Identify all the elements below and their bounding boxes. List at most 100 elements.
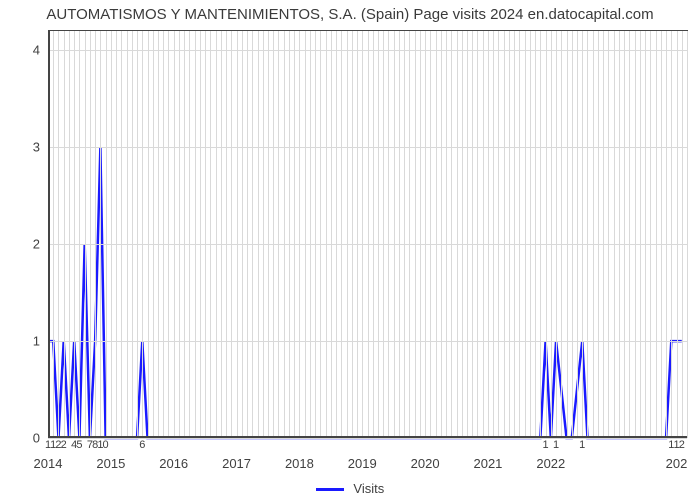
gridline-minor-v — [572, 31, 573, 438]
gridline-minor-v — [409, 31, 410, 438]
gridline-minor-v — [184, 31, 185, 438]
gridline-minor-v — [640, 31, 641, 438]
ytick-label: 2 — [33, 237, 48, 252]
gridline-minor-v — [221, 31, 222, 438]
gridline-minor-v — [593, 31, 594, 438]
data-label: 0 — [103, 438, 109, 451]
gridline-minor-v — [352, 31, 353, 438]
gridline-minor-v — [399, 31, 400, 438]
gridline-minor-v — [493, 31, 494, 438]
gridline-minor-v — [315, 31, 316, 438]
gridline-minor-v — [153, 31, 154, 438]
gridline-minor-v — [603, 31, 604, 438]
gridline-minor-v — [163, 31, 164, 438]
gridline-minor-v — [168, 31, 169, 438]
gridline-v — [551, 31, 552, 438]
gridline-minor-v — [404, 31, 405, 438]
gridline-v — [677, 31, 678, 438]
gridline-minor-v — [525, 31, 526, 438]
gridline-minor-v — [436, 31, 437, 438]
gridline-minor-v — [451, 31, 452, 438]
gridline-minor-v — [656, 31, 657, 438]
gridline-minor-v — [378, 31, 379, 438]
gridline-minor-v — [619, 31, 620, 438]
gridline-minor-v — [441, 31, 442, 438]
gridline-minor-v — [504, 31, 505, 438]
gridline-minor-v — [273, 31, 274, 438]
gridline-minor-v — [645, 31, 646, 438]
gridline-minor-v — [320, 31, 321, 438]
gridline-minor-v — [430, 31, 431, 438]
gridline-minor-v — [278, 31, 279, 438]
gridline-minor-v — [100, 31, 101, 438]
gridline-minor-v — [587, 31, 588, 438]
gridline-minor-v — [121, 31, 122, 438]
gridline-minor-v — [58, 31, 59, 438]
gridline-minor-v — [368, 31, 369, 438]
plot-area: 0123420142015201620172018201920202021202… — [48, 30, 688, 438]
gridline-minor-v — [106, 31, 107, 438]
gridline-minor-v — [556, 31, 557, 438]
gridline-minor-v — [90, 31, 91, 438]
gridline-minor-v — [457, 31, 458, 438]
gridline-minor-v — [509, 31, 510, 438]
gridline-minor-v — [624, 31, 625, 438]
gridline-minor-v — [310, 31, 311, 438]
gridline-minor-v — [483, 31, 484, 438]
gridline-v — [614, 31, 615, 438]
gridline-minor-v — [289, 31, 290, 438]
gridline-minor-v — [242, 31, 243, 438]
gridline-minor-v — [472, 31, 473, 438]
gridline-minor-v — [341, 31, 342, 438]
gridline-minor-v — [95, 31, 96, 438]
gridline-v — [362, 31, 363, 438]
data-label: 6 — [139, 438, 145, 451]
gridline-minor-v — [446, 31, 447, 438]
gridline-minor-v — [258, 31, 259, 438]
gridline-minor-v — [53, 31, 54, 438]
gridline-minor-v — [79, 31, 80, 438]
gridline-minor-v — [383, 31, 384, 438]
gridline-minor-v — [331, 31, 332, 438]
gridline-minor-v — [347, 31, 348, 438]
legend: Visits — [0, 481, 700, 496]
gridline-minor-v — [326, 31, 327, 438]
gridline-minor-v — [205, 31, 206, 438]
xtick-label: 2018 — [285, 438, 314, 471]
data-label: 2 — [679, 438, 685, 451]
gridline-v — [425, 31, 426, 438]
xtick-label: 2022 — [536, 438, 565, 471]
gridline-minor-v — [598, 31, 599, 438]
gridline-minor-v — [189, 31, 190, 438]
gridline-minor-v — [132, 31, 133, 438]
gridline-minor-v — [415, 31, 416, 438]
gridline-minor-v — [420, 31, 421, 438]
gridline-minor-v — [514, 31, 515, 438]
gridline-minor-v — [357, 31, 358, 438]
gridline-minor-v — [85, 31, 86, 438]
chart-title: AUTOMATISMOS Y MANTENIMIENTOS, S.A. (Spa… — [0, 6, 700, 23]
gridline-minor-v — [200, 31, 201, 438]
gridline-minor-v — [284, 31, 285, 438]
gridline-minor-v — [462, 31, 463, 438]
gridline-v — [174, 31, 175, 438]
gridline-minor-v — [567, 31, 568, 438]
gridline-minor-v — [226, 31, 227, 438]
chart-container: AUTOMATISMOS Y MANTENIMIENTOS, S.A. (Spa… — [0, 0, 700, 500]
ytick-label: 3 — [33, 140, 48, 155]
gridline-minor-v — [247, 31, 248, 438]
gridline-minor-v — [608, 31, 609, 438]
gridline-minor-v — [650, 31, 651, 438]
gridline-minor-v — [148, 31, 149, 438]
gridline-minor-v — [540, 31, 541, 438]
gridline-minor-v — [263, 31, 264, 438]
gridline-minor-v — [305, 31, 306, 438]
gridline-minor-v — [561, 31, 562, 438]
gridline-minor-v — [394, 31, 395, 438]
gridline-minor-v — [137, 31, 138, 438]
legend-swatch — [316, 488, 344, 491]
gridline-minor-v — [69, 31, 70, 438]
xtick-label: 2020 — [411, 438, 440, 471]
gridline-v — [299, 31, 300, 438]
xtick-label: 2017 — [222, 438, 251, 471]
